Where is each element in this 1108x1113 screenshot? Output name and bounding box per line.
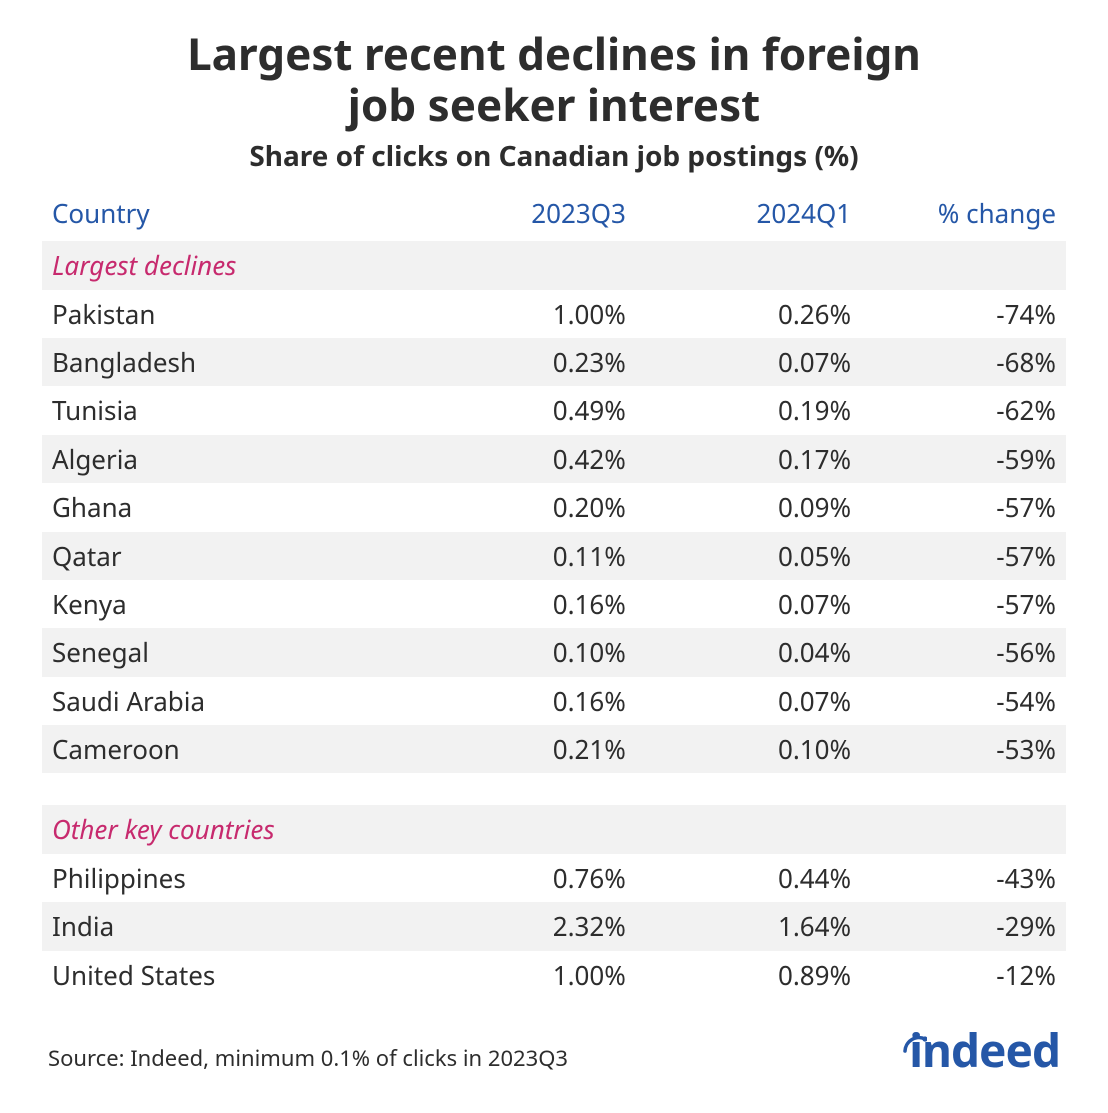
table-row: Cameroon0.21%0.10%-53%	[42, 725, 1066, 773]
title-line-2: job seeker interest	[348, 74, 761, 134]
cell-country: Qatar	[42, 532, 411, 580]
cell-change: -12%	[861, 951, 1066, 999]
cell-change: -74%	[861, 290, 1066, 338]
section-header: Largest declines	[42, 241, 1066, 289]
table-body: Largest declinesPakistan1.00%0.26%-74%Ba…	[42, 241, 1066, 999]
table-row: Algeria0.42%0.17%-59%	[42, 435, 1066, 483]
chart-subtitle: Share of clicks on Canadian job postings…	[42, 137, 1066, 175]
cell-2024q1: 0.07%	[636, 580, 861, 628]
table-row: Philippines0.76%0.44%-43%	[42, 854, 1066, 902]
source-note: Source: Indeed, minimum 0.1% of clicks i…	[48, 1043, 568, 1073]
cell-2023q3: 0.76%	[411, 854, 636, 902]
cell-2024q1: 0.89%	[636, 951, 861, 999]
table-row: United States1.00%0.89%-12%	[42, 951, 1066, 999]
col-header-2023q3: 2023Q3	[411, 189, 636, 241]
cell-change: -29%	[861, 902, 1066, 950]
indeed-logo: indeed	[909, 1027, 1060, 1073]
footer: Source: Indeed, minimum 0.1% of clicks i…	[42, 1027, 1066, 1073]
table-row: Ghana0.20%0.09%-57%	[42, 483, 1066, 531]
cell-2024q1: 0.05%	[636, 532, 861, 580]
cell-country: Pakistan	[42, 290, 411, 338]
cell-2023q3: 0.16%	[411, 677, 636, 725]
cell-2023q3: 0.21%	[411, 725, 636, 773]
logo-text: indeed	[909, 1027, 1060, 1073]
cell-2024q1: 0.17%	[636, 435, 861, 483]
cell-2024q1: 0.26%	[636, 290, 861, 338]
cell-change: -56%	[861, 628, 1066, 676]
cell-change: -57%	[861, 580, 1066, 628]
cell-2023q3: 2.32%	[411, 902, 636, 950]
cell-country: United States	[42, 951, 411, 999]
cell-change: -57%	[861, 483, 1066, 531]
cell-country: Saudi Arabia	[42, 677, 411, 725]
cell-change: -57%	[861, 532, 1066, 580]
chart-title: Largest recent declines in foreign job s…	[42, 28, 1066, 129]
cell-2023q3: 0.16%	[411, 580, 636, 628]
cell-change: -68%	[861, 338, 1066, 386]
cell-country: Bangladesh	[42, 338, 411, 386]
logo-arc-icon	[903, 1031, 927, 1055]
data-table: Country 2023Q3 2024Q1 % change Largest d…	[42, 189, 1066, 999]
cell-2023q3: 0.11%	[411, 532, 636, 580]
cell-2024q1: 0.44%	[636, 854, 861, 902]
table-row: Qatar0.11%0.05%-57%	[42, 532, 1066, 580]
table-header: Country 2023Q3 2024Q1 % change	[42, 189, 1066, 241]
cell-change: -54%	[861, 677, 1066, 725]
table-row: India2.32%1.64%-29%	[42, 902, 1066, 950]
table-row: Senegal0.10%0.04%-56%	[42, 628, 1066, 676]
chart-container: Largest recent declines in foreign job s…	[0, 0, 1108, 1113]
cell-country: Kenya	[42, 580, 411, 628]
table-row: Saudi Arabia0.16%0.07%-54%	[42, 677, 1066, 725]
table-row: Pakistan1.00%0.26%-74%	[42, 290, 1066, 338]
cell-change: -62%	[861, 386, 1066, 434]
cell-2023q3: 0.23%	[411, 338, 636, 386]
section-header: Other key countries	[42, 805, 1066, 853]
cell-2024q1: 0.10%	[636, 725, 861, 773]
cell-country: Senegal	[42, 628, 411, 676]
cell-2024q1: 0.07%	[636, 338, 861, 386]
cell-2024q1: 0.07%	[636, 677, 861, 725]
gap-cell	[42, 773, 1066, 805]
cell-country: Tunisia	[42, 386, 411, 434]
section-gap	[42, 773, 1066, 805]
cell-2023q3: 0.10%	[411, 628, 636, 676]
cell-2024q1: 0.19%	[636, 386, 861, 434]
cell-2023q3: 1.00%	[411, 290, 636, 338]
table-row: Bangladesh0.23%0.07%-68%	[42, 338, 1066, 386]
col-header-country: Country	[42, 189, 411, 241]
col-header-2024q1: 2024Q1	[636, 189, 861, 241]
cell-country: Philippines	[42, 854, 411, 902]
cell-country: Cameroon	[42, 725, 411, 773]
cell-country: Ghana	[42, 483, 411, 531]
cell-2023q3: 0.49%	[411, 386, 636, 434]
table-row: Kenya0.16%0.07%-57%	[42, 580, 1066, 628]
cell-2023q3: 0.20%	[411, 483, 636, 531]
section-header-label: Largest declines	[42, 241, 1066, 289]
cell-country: Algeria	[42, 435, 411, 483]
section-header-label: Other key countries	[42, 805, 1066, 853]
cell-2023q3: 1.00%	[411, 951, 636, 999]
cell-change: -53%	[861, 725, 1066, 773]
col-header-change: % change	[861, 189, 1066, 241]
cell-2023q3: 0.42%	[411, 435, 636, 483]
cell-country: India	[42, 902, 411, 950]
cell-2024q1: 0.09%	[636, 483, 861, 531]
table-row: Tunisia0.49%0.19%-62%	[42, 386, 1066, 434]
cell-2024q1: 1.64%	[636, 902, 861, 950]
cell-change: -43%	[861, 854, 1066, 902]
cell-change: -59%	[861, 435, 1066, 483]
cell-2024q1: 0.04%	[636, 628, 861, 676]
